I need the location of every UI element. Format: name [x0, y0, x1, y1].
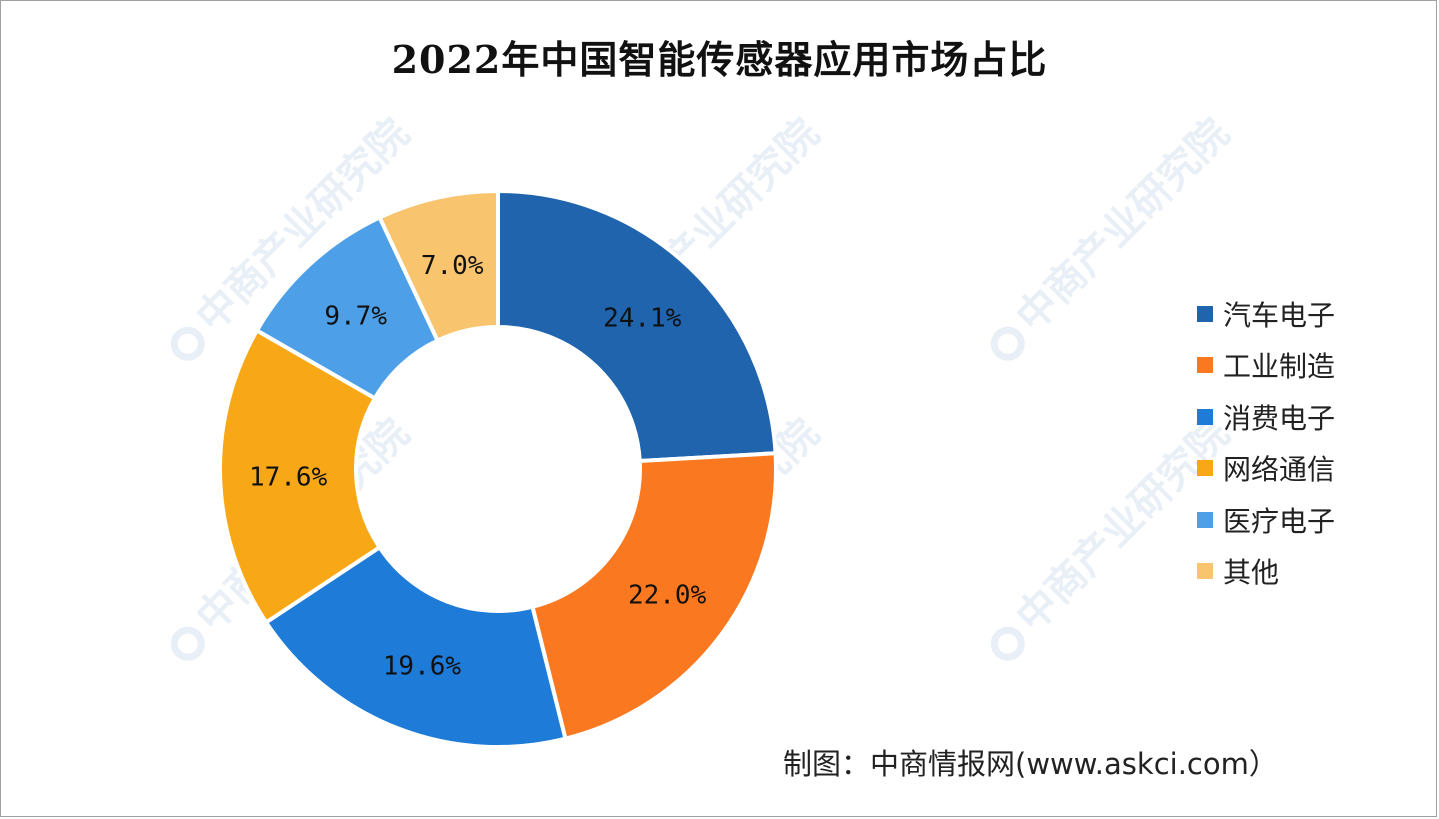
legend: 汽车电子工业制造消费电子网络通信医疗电子其他 — [1197, 288, 1335, 597]
donut-slice — [496, 188, 778, 464]
donut-slice — [376, 188, 500, 344]
donut-slice — [218, 327, 383, 626]
chart-title: 2022年中国智能传感器应用市场占比 — [391, 37, 1048, 82]
legend-item: 消费电子 — [1197, 391, 1335, 443]
legend-label: 医疗电子 — [1223, 504, 1336, 538]
legend-swatch — [1197, 357, 1213, 374]
legend-item: 其他 — [1197, 546, 1335, 598]
slice-data-label: 7.0% — [421, 251, 484, 281]
legend-swatch — [1197, 511, 1213, 528]
slice-data-label: 17.6% — [249, 463, 328, 493]
legend-item: 医疗电子 — [1197, 494, 1335, 546]
source-credit: 制图：中商情报网(www.askci.com） — [783, 747, 1278, 781]
legend-item: 工业制造 — [1197, 340, 1335, 392]
legend-label: 网络通信 — [1223, 453, 1336, 487]
slice-data-label: 22.0% — [628, 580, 707, 610]
legend-swatch — [1197, 563, 1213, 580]
legend-label: 汽车电子 — [1223, 298, 1336, 332]
legend-label: 其他 — [1223, 556, 1280, 590]
legend-swatch — [1197, 305, 1213, 322]
donut-slice — [530, 451, 778, 742]
legend-swatch — [1197, 408, 1213, 425]
slice-data-label: 24.1% — [603, 303, 682, 333]
slice-data-label: 9.7% — [324, 302, 387, 332]
legend-item: 网络通信 — [1197, 443, 1335, 495]
legend-label: 消费电子 — [1223, 401, 1336, 435]
slice-data-label: 19.6% — [383, 652, 462, 682]
donut-slice — [263, 544, 568, 749]
legend-swatch — [1197, 460, 1213, 477]
legend-label: 工业制造 — [1223, 350, 1336, 384]
legend-item: 汽车电子 — [1197, 288, 1335, 340]
